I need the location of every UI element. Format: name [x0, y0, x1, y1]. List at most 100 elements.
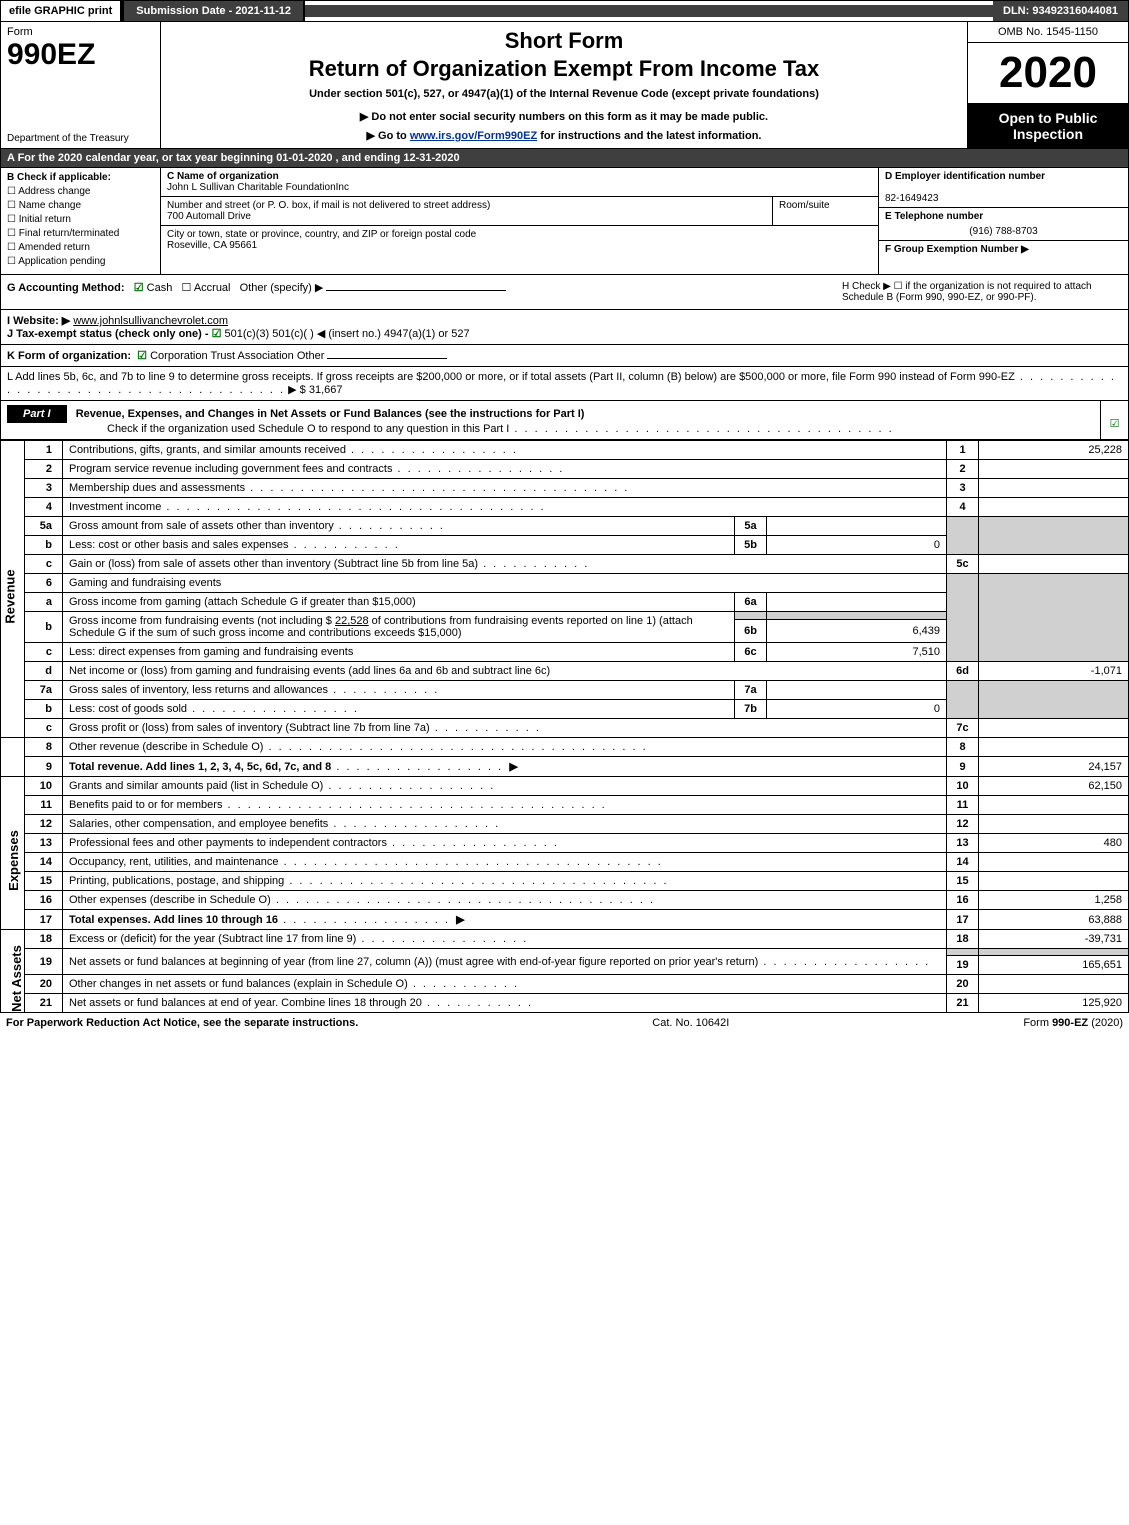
ln-9-rnum: 9 — [947, 757, 979, 777]
shade-7 — [947, 681, 979, 719]
subtitle-ssn: ▶ Do not enter social security numbers o… — [165, 110, 963, 123]
ln-13-text: Professional fees and other payments to … — [63, 834, 947, 853]
shade-7v — [979, 681, 1129, 719]
ln-5c-rnum: 5c — [947, 555, 979, 574]
shade-5v — [979, 517, 1129, 555]
ln-7a-text: Gross sales of inventory, less returns a… — [63, 681, 735, 700]
k-opts: Corporation Trust Association Other — [150, 350, 324, 362]
ln-10: 10 — [25, 777, 63, 796]
ln-7a-mv — [767, 681, 947, 700]
cb-application-pending[interactable]: ☐ Application pending — [7, 256, 106, 267]
phone-cell: E Telephone number (916) 788-8703 — [879, 208, 1128, 241]
ln-17-rnum: 17 — [947, 910, 979, 930]
ln-15-text: Printing, publications, postage, and shi… — [63, 872, 947, 891]
cb-name-change[interactable]: ☐ Name change — [7, 200, 81, 211]
group-exempt-cell: F Group Exemption Number ▶ — [879, 241, 1128, 274]
org-addr-row: Number and street (or P. O. box, if mail… — [161, 197, 878, 226]
ln-16: 16 — [25, 891, 63, 910]
g-accrual: Accrual — [194, 282, 231, 294]
c-label: C Name of organization — [167, 171, 279, 182]
ln-21-rnum: 21 — [947, 994, 979, 1013]
footer-mid: Cat. No. 10642I — [652, 1017, 729, 1029]
ln-8-val — [979, 738, 1129, 757]
ln-9-val: 24,157 — [979, 757, 1129, 777]
ln-5a-mn: 5a — [735, 517, 767, 536]
cb-initial-return[interactable]: ☐ Initial return — [7, 214, 71, 225]
ln-12-text: Salaries, other compensation, and employ… — [63, 815, 947, 834]
ln-6b-mv: 6,439 — [767, 620, 947, 643]
ln-6c: c — [25, 643, 63, 662]
ln-11-val — [979, 796, 1129, 815]
ln-12-val — [979, 815, 1129, 834]
shade-6v — [979, 574, 1129, 662]
ln-6a-text: Gross income from gaming (attach Schedul… — [63, 593, 735, 612]
ln-6a-mn: 6a — [735, 593, 767, 612]
ein-cell: D Employer identification number 82-1649… — [879, 168, 1128, 208]
org-city-row: City or town, state or province, country… — [161, 226, 878, 274]
org-name-row: C Name of organization John L Sullivan C… — [161, 168, 878, 197]
open-public: Open to Public Inspection — [968, 104, 1128, 148]
section-revenue-cont — [1, 738, 25, 777]
l-text: L Add lines 5b, 6c, and 7b to line 9 to … — [7, 371, 1015, 383]
ln-19-rnum: 19 — [947, 956, 979, 975]
e-label: E Telephone number — [885, 211, 983, 222]
ln-20-val — [979, 975, 1129, 994]
addr-label: Number and street (or P. O. box, if mail… — [167, 200, 490, 211]
ln-14: 14 — [25, 853, 63, 872]
org-addr: 700 Automall Drive — [167, 211, 251, 222]
calendar-year-bar: A For the 2020 calendar year, or tax yea… — [0, 149, 1129, 168]
room-suite: Room/suite — [772, 197, 872, 225]
ln-19: 19 — [25, 949, 63, 975]
goto-post: for instructions and the latest informat… — [537, 130, 761, 142]
website[interactable]: www.johnlsullivanchevrolet.com — [73, 315, 228, 327]
check-b-label: B Check if applicable: — [7, 172, 154, 183]
goto-pre: ▶ Go to — [367, 130, 410, 142]
part1-check-line: Check if the organization used Schedule … — [7, 423, 894, 435]
check-b: B Check if applicable: ☐ Address change … — [1, 168, 161, 274]
ln-2-rnum: 2 — [947, 460, 979, 479]
ln-6b-text: Gross income from fundraising events (no… — [63, 612, 735, 643]
ln-7b: b — [25, 700, 63, 719]
ln-10-rnum: 10 — [947, 777, 979, 796]
cb-final-return[interactable]: ☐ Final return/terminated — [7, 228, 119, 239]
dln: DLN: 93492316044081 — [993, 1, 1128, 21]
ln-13-val: 480 — [979, 834, 1129, 853]
irs-link[interactable]: www.irs.gov/Form990EZ — [410, 130, 537, 142]
h-check: H Check ▶ ☐ if the organization is not r… — [842, 281, 1122, 303]
ln-1: 1 — [25, 441, 63, 460]
footer-left: For Paperwork Reduction Act Notice, see … — [6, 1017, 358, 1029]
g-other: Other (specify) ▶ — [240, 282, 324, 294]
ln-3: 3 — [25, 479, 63, 498]
ln-6b: b — [25, 612, 63, 643]
ln-15-rnum: 15 — [947, 872, 979, 891]
cb-amended-return[interactable]: ☐ Amended return — [7, 242, 90, 253]
ln-13: 13 — [25, 834, 63, 853]
ln-15: 15 — [25, 872, 63, 891]
part1-checkbox[interactable]: ☑ — [1100, 401, 1128, 439]
ln-15-val — [979, 872, 1129, 891]
ln-9-text: Total revenue. Add lines 1, 2, 3, 4, 5c,… — [63, 757, 947, 777]
ln-3-rnum: 3 — [947, 479, 979, 498]
org-name: John L Sullivan Charitable FoundationInc — [167, 182, 349, 193]
d-label: D Employer identification number — [885, 171, 1045, 182]
ln-4: 4 — [25, 498, 63, 517]
ln-20-text: Other changes in net assets or fund bala… — [63, 975, 947, 994]
ln-14-rnum: 14 — [947, 853, 979, 872]
section-expenses: Expenses — [1, 777, 25, 930]
j-label: J Tax-exempt status (check only one) - — [7, 328, 209, 340]
ln-21: 21 — [25, 994, 63, 1013]
ln-6a-mv — [767, 593, 947, 612]
ln-7c-val — [979, 719, 1129, 738]
check-icon: ☑ — [134, 282, 144, 294]
ln-1-val: 25,228 — [979, 441, 1129, 460]
cb-address-change[interactable]: ☐ Address change — [7, 186, 90, 197]
subtitle-goto: ▶ Go to www.irs.gov/Form990EZ for instru… — [165, 129, 963, 142]
l-row: L Add lines 5b, 6c, and 7b to line 9 to … — [0, 367, 1129, 401]
ln-6d-rnum: 6d — [947, 662, 979, 681]
tax-year: 2020 — [968, 43, 1128, 104]
ln-6d-val: -1,071 — [979, 662, 1129, 681]
city-label: City or town, state or province, country… — [167, 229, 476, 240]
ln-6d-text: Net income or (loss) from gaming and fun… — [63, 662, 947, 681]
ln-7c-text: Gross profit or (loss) from sales of inv… — [63, 719, 947, 738]
info-block: B Check if applicable: ☐ Address change … — [0, 168, 1129, 275]
